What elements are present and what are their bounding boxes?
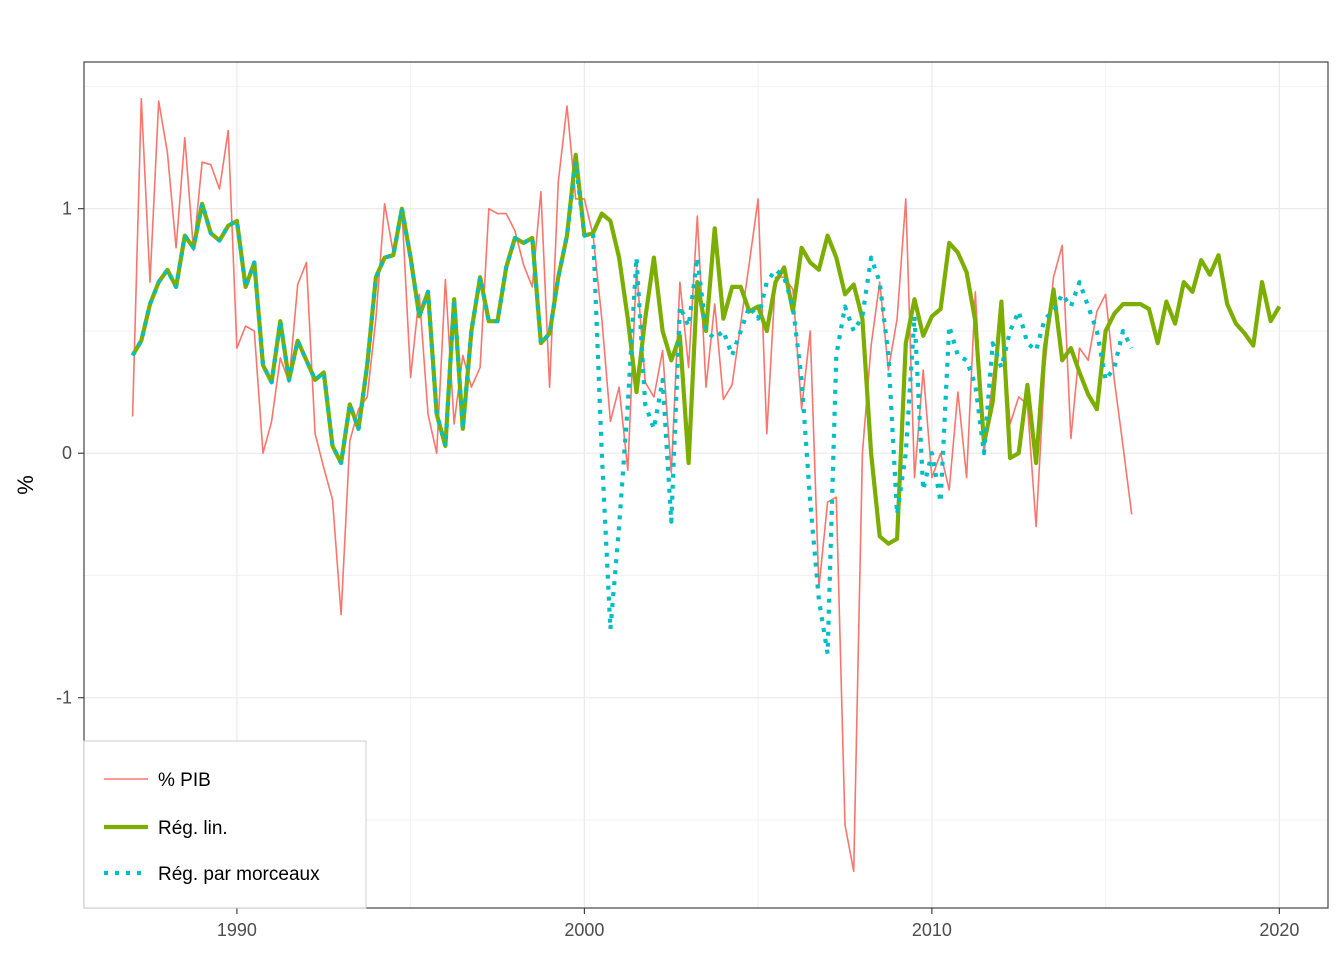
y-tick-label: 0 (62, 443, 72, 463)
legend: % PIB Rég. lin. Rég. par morceaux (83, 740, 367, 909)
y-tick-label: 1 (62, 199, 72, 219)
legend-label: % PIB (158, 770, 211, 791)
y-tick-label: -1 (56, 688, 72, 708)
legend-box (83, 740, 367, 909)
series-line-reg-morceaux (130, 160, 1134, 656)
x-tick-label: 2000 (564, 920, 604, 940)
legend-label: Rég. lin. (158, 818, 228, 839)
series-lines (130, 97, 1282, 873)
series-line-reg-lin (130, 152, 1282, 546)
legend-label: Rég. par morceaux (158, 864, 320, 885)
grid (84, 62, 1328, 908)
x-tick-label: 2020 (1259, 920, 1299, 940)
y-axis: -1 0 1 (56, 199, 84, 708)
y-axis-label: % (13, 475, 38, 495)
x-tick-label: 2010 (912, 920, 952, 940)
plot-border (83, 61, 1329, 909)
x-tick-label: 1990 (217, 920, 257, 940)
x-axis: 1990 2000 2010 2020 (217, 908, 1299, 940)
